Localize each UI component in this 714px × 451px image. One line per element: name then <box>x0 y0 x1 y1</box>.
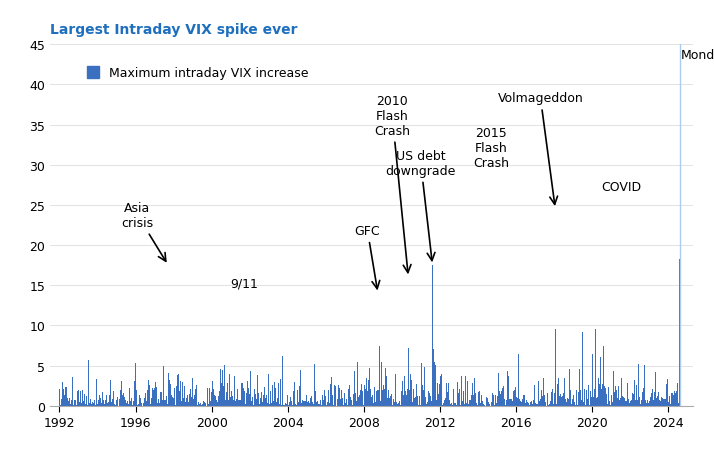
Text: Asia
crisis: Asia crisis <box>121 202 166 262</box>
Text: Monday: Monday <box>680 49 714 62</box>
Legend: Maximum intraday VIX increase: Maximum intraday VIX increase <box>82 62 314 85</box>
Text: Largest Intraday VIX spike ever: Largest Intraday VIX spike ever <box>50 23 298 37</box>
Text: 9/11: 9/11 <box>231 276 258 290</box>
Text: US debt
downgrade: US debt downgrade <box>386 149 456 261</box>
Text: 2015
Flash
Crash: 2015 Flash Crash <box>473 126 509 170</box>
Text: 2010
Flash
Crash: 2010 Flash Crash <box>374 94 411 273</box>
Text: COVID: COVID <box>601 180 641 193</box>
Text: GFC: GFC <box>355 225 381 289</box>
Text: Volmageddon: Volmageddon <box>498 92 583 205</box>
